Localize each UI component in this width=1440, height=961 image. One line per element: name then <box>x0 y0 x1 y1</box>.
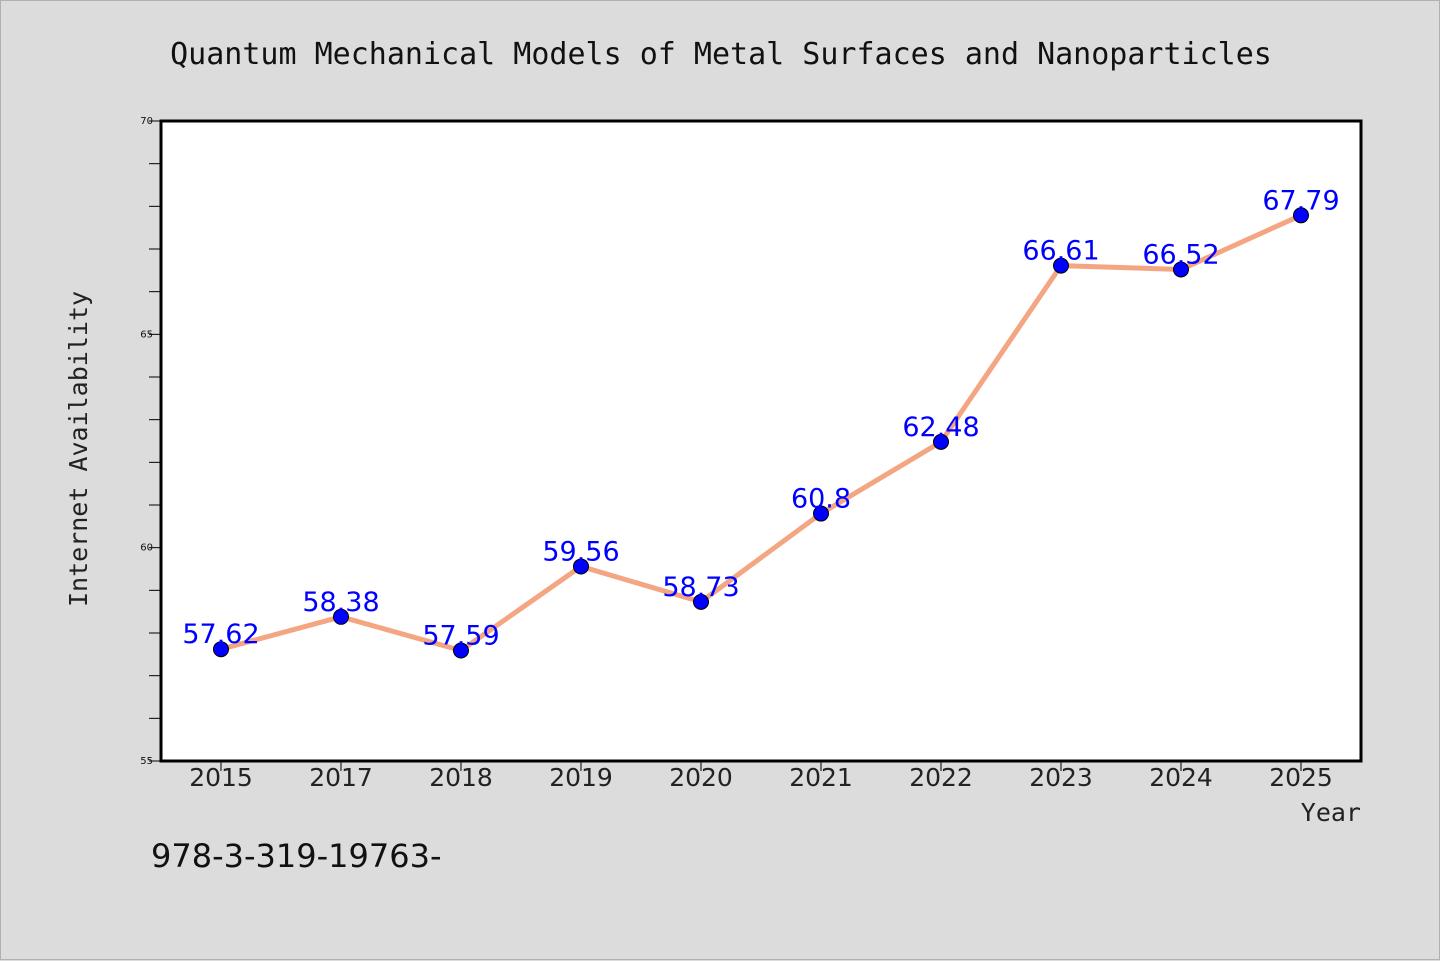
x-tick-label: 2025 <box>1269 763 1333 792</box>
footnote-text: 978-3-319-19763- <box>151 837 442 875</box>
data-label: 58.73 <box>662 572 739 603</box>
data-label: 66.61 <box>1022 236 1099 267</box>
x-tick-label: 2020 <box>669 763 733 792</box>
y-tick-label: 55 <box>140 756 153 767</box>
y-tick-label: 60 <box>140 543 153 554</box>
series-line <box>218 212 1304 653</box>
y-axis-label: Internet Availability <box>64 291 93 607</box>
x-tick-label: 2017 <box>309 763 373 792</box>
x-axis-label: Year <box>1301 798 1361 827</box>
plot-area <box>161 121 1361 761</box>
data-label: 60.8 <box>791 484 851 515</box>
data-label: 67.79 <box>1262 185 1339 216</box>
data-point <box>1293 207 1309 224</box>
tick-marks <box>149 120 1302 771</box>
x-tick-label: 2022 <box>909 763 973 792</box>
x-tick-label: 2021 <box>789 763 853 792</box>
data-point <box>573 558 589 575</box>
data-label: 62.48 <box>902 412 979 443</box>
y-tick-label: 70 <box>140 116 153 127</box>
data-label: 58.38 <box>302 587 379 618</box>
data-point <box>213 641 229 658</box>
data-point <box>1173 261 1189 278</box>
data-label: 59.56 <box>542 536 619 567</box>
data-label: 57.59 <box>422 620 499 651</box>
data-label: 57.62 <box>182 619 259 650</box>
data-marks <box>213 207 1309 659</box>
data-point <box>693 593 709 610</box>
data-point <box>1053 257 1069 274</box>
data-point <box>453 642 469 659</box>
chart-text: Quantum Mechanical Models of Metal Surfa… <box>64 37 1361 875</box>
x-tick-label: 2019 <box>549 763 613 792</box>
data-point <box>333 608 349 625</box>
x-tick-label: 2015 <box>189 763 253 792</box>
plot-frame <box>159 119 1363 763</box>
data-point <box>933 433 949 450</box>
data-label: 66.52 <box>1142 239 1219 270</box>
x-tick-label: 2018 <box>429 763 493 792</box>
x-tick-label: 2023 <box>1029 763 1093 792</box>
data-point <box>813 505 829 522</box>
x-tick-label: 2024 <box>1149 763 1213 792</box>
chart-title: Quantum Mechanical Models of Metal Surfa… <box>170 37 1272 72</box>
y-tick-label: 65 <box>140 329 153 340</box>
